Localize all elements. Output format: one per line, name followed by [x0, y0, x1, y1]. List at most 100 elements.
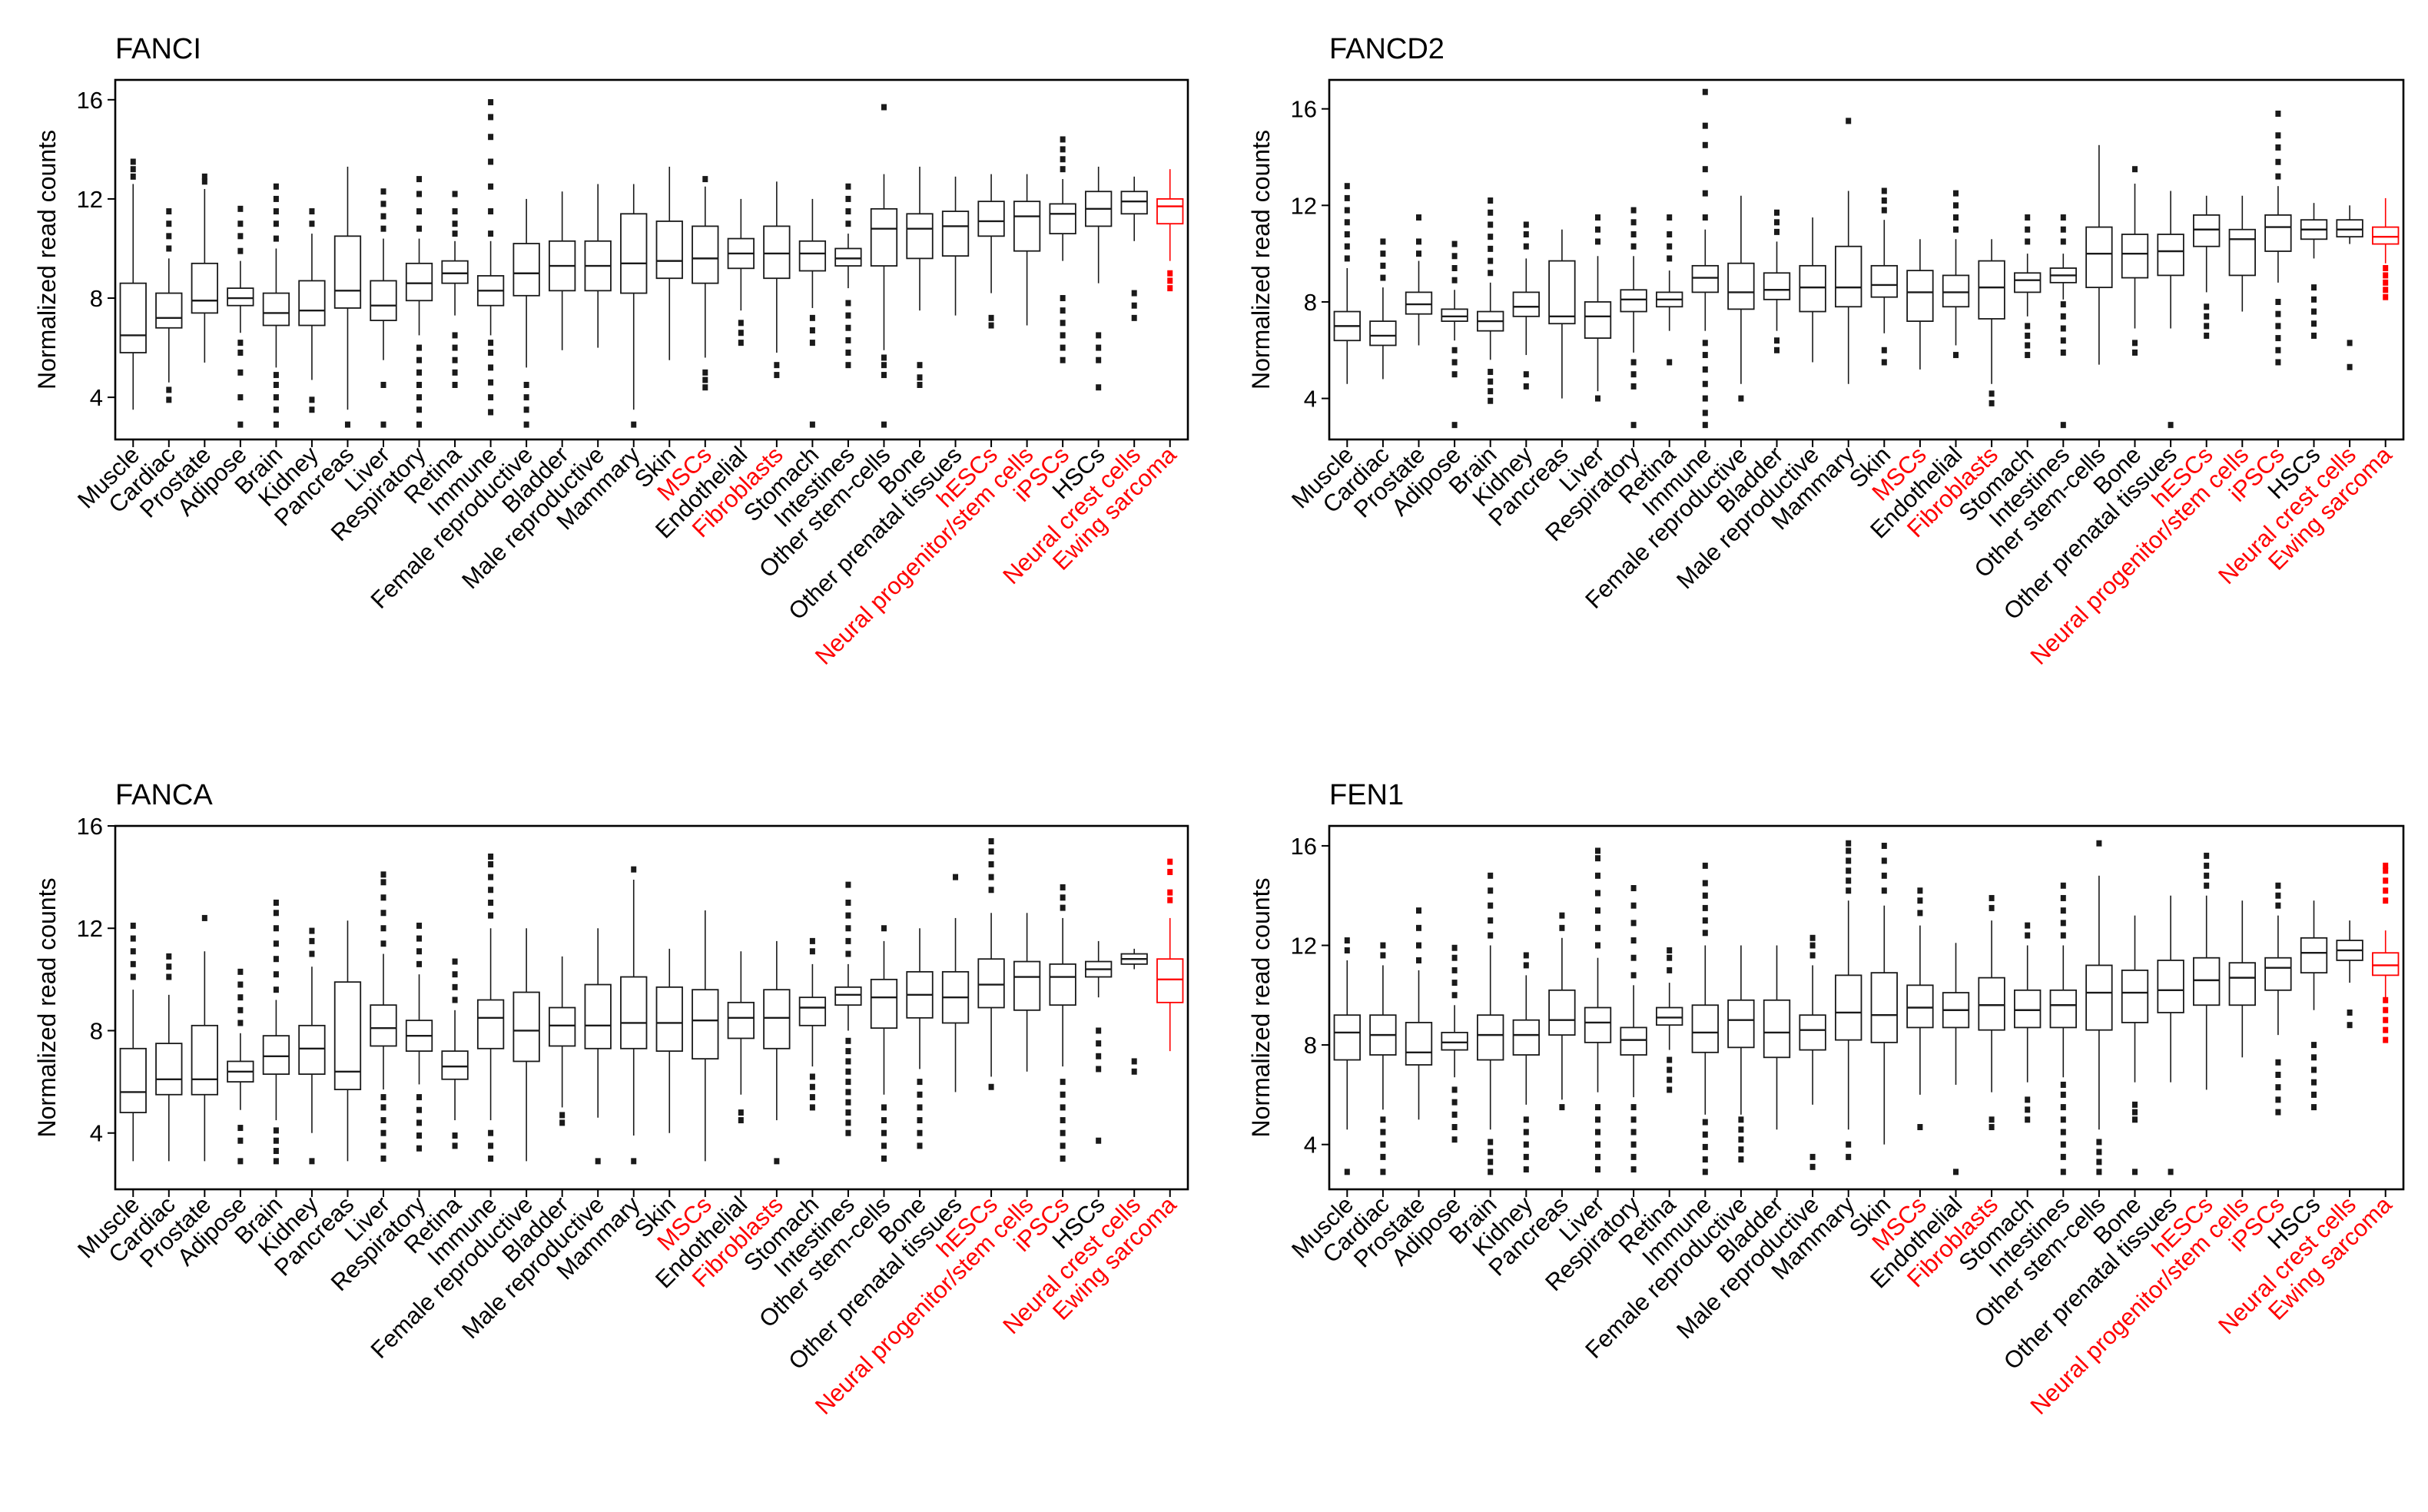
outlier-point	[1702, 904, 1708, 911]
outlier-point	[845, 183, 851, 190]
outlier-point	[845, 220, 851, 227]
box-immune	[1691, 862, 1719, 1175]
outlier-point	[1167, 270, 1173, 277]
chart-title: FANCD2	[1329, 33, 1445, 65]
outlier-point	[1523, 243, 1529, 250]
outlier-point	[1488, 397, 1494, 404]
iqr-box	[1405, 291, 1433, 315]
y-tick-label: 4	[90, 384, 103, 411]
iqr-box	[1978, 976, 2005, 1031]
outlier-point	[1702, 1131, 1708, 1138]
outlier-point	[1595, 1129, 1600, 1136]
outlier-point	[2025, 342, 2031, 349]
outlier-point	[273, 899, 279, 906]
outlier-point	[309, 406, 315, 413]
outlier-point	[1667, 1086, 1673, 1093]
outlier-point	[1131, 1058, 1137, 1065]
outlier-point	[1917, 910, 1923, 917]
outlier-point	[917, 1142, 923, 1149]
outlier-point	[1380, 1129, 1386, 1136]
box-hescs	[977, 174, 1005, 329]
iqr-box	[1906, 270, 1934, 322]
outlier-point	[416, 344, 423, 351]
y-tick-label: 4	[1304, 1132, 1317, 1159]
outlier-point	[845, 1109, 851, 1116]
outlier-point	[1344, 231, 1350, 238]
outlier-point	[702, 369, 708, 376]
box-other-prenatal-tissues	[2157, 895, 2184, 1175]
y-tick-label: 12	[77, 915, 103, 942]
outlier-point	[130, 158, 136, 165]
iqr-box	[119, 1047, 147, 1113]
outlier-point	[2060, 1153, 2066, 1160]
outlier-point	[845, 1079, 851, 1086]
outlier-point	[166, 963, 172, 970]
outlier-point	[988, 874, 994, 880]
y-tick-label: 16	[1291, 96, 1317, 123]
outlier-point	[452, 1142, 458, 1149]
box-hescs	[2193, 195, 2221, 339]
box-retina	[1656, 214, 1683, 366]
outlier-point	[1630, 231, 1637, 238]
outlier-point	[1167, 868, 1173, 875]
outlier-point	[380, 1129, 386, 1136]
outlier-point	[273, 1137, 279, 1144]
outlier-point	[273, 372, 279, 379]
iqr-box	[977, 958, 1005, 1009]
box-ewing-sarcoma	[1156, 169, 1184, 292]
outlier-point	[1846, 867, 1852, 874]
y-axis-label: Normalized read counts	[1247, 878, 1275, 1138]
outlier-point	[1630, 884, 1637, 891]
outlier-point	[881, 1117, 887, 1124]
outlier-point	[380, 381, 386, 388]
iqr-box	[1656, 1006, 1683, 1026]
iqr-box	[191, 1024, 218, 1096]
outlier-point	[845, 1129, 851, 1136]
box-male-reproductive	[584, 928, 612, 1165]
outlier-point	[2096, 1159, 2102, 1166]
outlier-point	[416, 922, 423, 929]
outlier-point	[1344, 207, 1350, 214]
iqr-box	[2121, 970, 2149, 1023]
outlier-point	[917, 362, 923, 369]
outlier-point	[1523, 952, 1529, 959]
outlier-point	[1846, 118, 1852, 124]
outlier-point	[237, 421, 244, 428]
outlier-point	[1416, 942, 1421, 949]
box-neural-crest-cells	[2336, 205, 2363, 370]
outlier-point	[1702, 880, 1708, 887]
y-tick-label: 4	[1304, 386, 1317, 413]
outlier-point	[1451, 944, 1458, 951]
outlier-point	[1096, 1027, 1102, 1034]
outlier-point	[416, 394, 423, 401]
outlier-point	[2025, 226, 2031, 233]
outlier-point	[2204, 852, 2210, 859]
outlier-point	[452, 332, 458, 339]
iqr-box	[1727, 999, 1755, 1049]
outlier-point	[2311, 1066, 2317, 1073]
outlier-point	[488, 230, 494, 237]
iqr-box	[1870, 264, 1898, 298]
outlier-point	[1167, 858, 1173, 865]
outlier-point	[1702, 122, 1708, 129]
outlier-point	[1451, 954, 1458, 961]
outlier-point	[2025, 352, 2031, 359]
outlier-point	[1846, 1153, 1852, 1160]
outlier-point	[1131, 314, 1137, 321]
outlier-point	[1595, 395, 1600, 402]
outlier-point	[2311, 1091, 2317, 1098]
outlier-point	[1488, 1139, 1494, 1146]
outlier-point	[1630, 1141, 1637, 1148]
outlier-point	[1702, 862, 1708, 869]
outlier-point	[1488, 1149, 1494, 1156]
iqr-box	[476, 999, 505, 1049]
outlier-point	[631, 866, 637, 873]
outlier-point	[738, 1109, 744, 1116]
outlier-point	[2275, 892, 2281, 899]
outlier-point	[1559, 924, 1565, 931]
outlier-point	[1953, 202, 1959, 209]
iqr-box	[191, 262, 218, 314]
box-brain	[1477, 197, 1504, 404]
outlier-point	[1989, 1116, 1995, 1123]
box-pancreas	[1548, 912, 1576, 1111]
